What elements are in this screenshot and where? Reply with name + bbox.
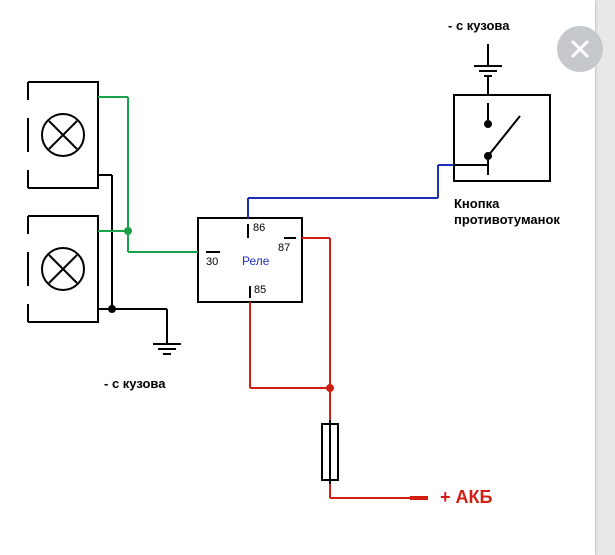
label-pin85: 85 [254, 284, 266, 298]
label-ground-bottom: - с кузова [104, 376, 165, 392]
close-button[interactable] [557, 26, 603, 72]
schematic-svg [0, 0, 595, 555]
label-ground-top: - с кузова [448, 18, 509, 34]
label-relay: Реле [242, 254, 269, 269]
label-switch: Кнопка противотуманок [454, 196, 560, 229]
label-pin87: 87 [278, 242, 290, 256]
label-akb: + АКБ [440, 486, 492, 509]
viewport: - с кузова - с кузова Реле 30 86 87 85 К… [0, 0, 615, 555]
diagram-canvas: - с кузова - с кузова Реле 30 86 87 85 К… [0, 0, 595, 555]
label-pin30: 30 [206, 256, 218, 270]
label-pin86: 86 [253, 222, 265, 236]
close-icon [569, 38, 591, 60]
